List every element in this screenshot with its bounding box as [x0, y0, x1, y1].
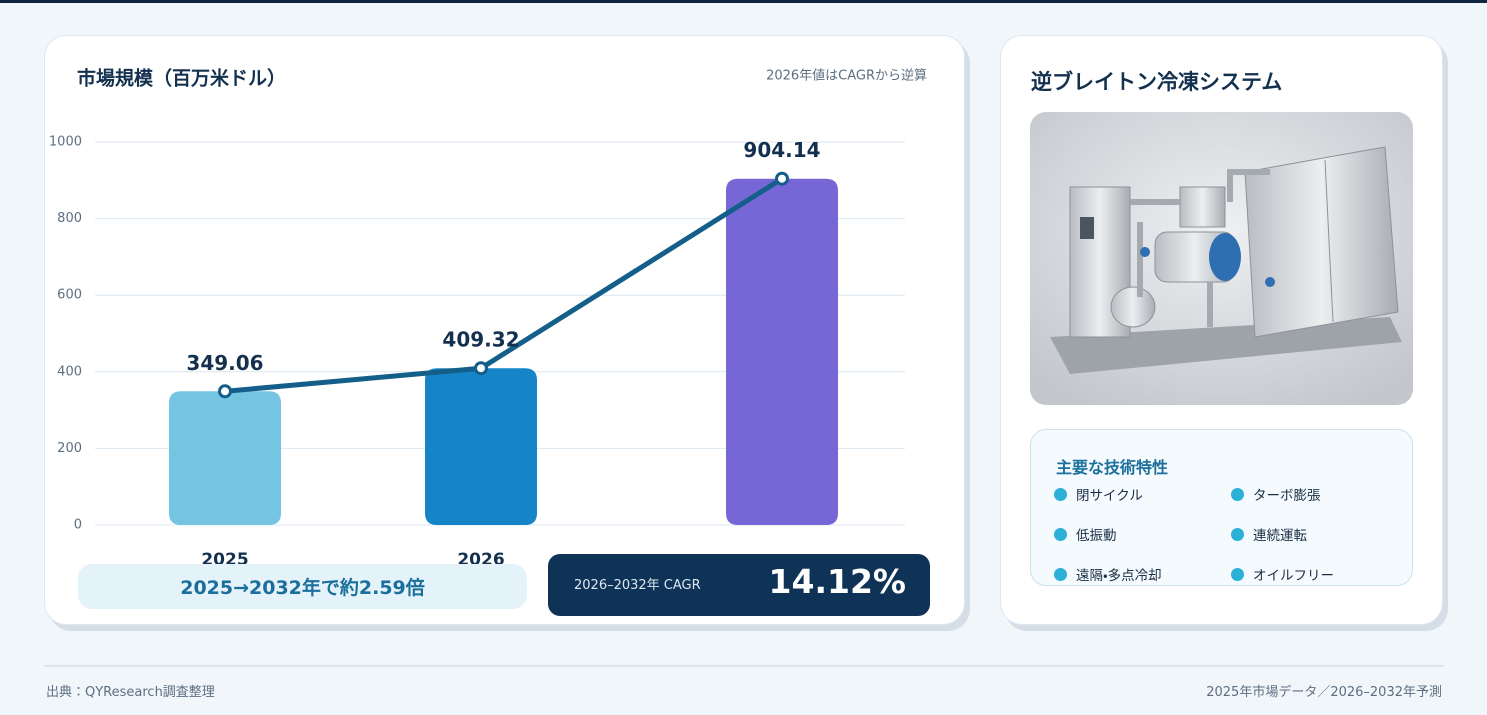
trend-line [224, 176, 784, 394]
trend-point [218, 384, 232, 399]
product-image [1030, 112, 1413, 405]
bar [169, 391, 281, 525]
feature-item: 遠隔・多点冷却 [1054, 564, 1231, 584]
y-tick-label: 800 [57, 211, 82, 226]
product-title: 逆ブレイトン冷凍システム [1031, 70, 1283, 94]
trend-point [775, 171, 789, 186]
feature-item: 閉サイクル [1054, 484, 1231, 504]
trend-point [474, 361, 488, 376]
feature-item: 連続運転 [1231, 524, 1391, 544]
data-label: 904.14 [743, 138, 820, 162]
y-tick-label: 400 [57, 364, 82, 379]
features-list: 閉サイクル ターボ膨張 低振動 連続運転 遠隔・多点冷却 オイルフリー [1054, 484, 1394, 584]
data-label: 409.32 [442, 328, 519, 352]
top-bar [0, 0, 1487, 3]
features-panel: 主要な技術特性 閉サイクル ターボ膨張 低振動 連続運転 遠隔・多点冷却 オイルフリー [1030, 429, 1413, 586]
y-tick-label: 0 [74, 518, 82, 533]
image-illustration [1030, 112, 1413, 405]
chart-title: 市場規模（百万米ドル） [77, 67, 286, 90]
data-label: 349.06 [186, 351, 263, 375]
growth-badge: 2025→2032年で約2.59倍 [78, 564, 527, 609]
feature-item: オイルフリー [1231, 564, 1391, 584]
bar [425, 368, 537, 525]
chart-note: 2026年値はCAGRから逆算 [766, 68, 927, 84]
footer-scope: 2025年市場データ／2026–2032年予測 [1206, 685, 1442, 700]
feature-item: 低振動 [1054, 524, 1231, 544]
footer-rule [44, 665, 1444, 667]
features-title: 主要な技術特性 [1056, 458, 1169, 477]
y-tick-label: 600 [57, 288, 82, 303]
cagr-label: 2026–2032年 CAGR [574, 578, 701, 593]
y-tick-label: 1000 [49, 135, 82, 150]
feature-item: ターボ膨張 [1231, 484, 1391, 504]
y-tick-label: 200 [57, 441, 82, 456]
cagr-value: 14.12% [768, 562, 906, 601]
footer-source: 出典：QYResearch調査整理 [46, 685, 215, 700]
cagr-badge: 2026–2032年 CAGR 14.12% [548, 554, 930, 616]
bar [726, 178, 838, 525]
